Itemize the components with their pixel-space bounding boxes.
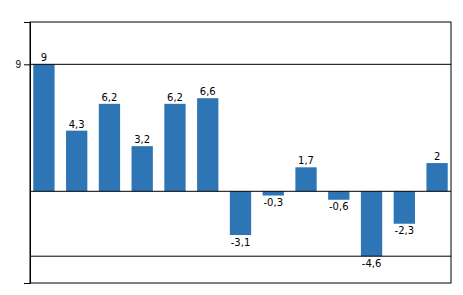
bar — [295, 167, 316, 191]
bar — [328, 191, 349, 199]
data-label: -0,6 — [329, 201, 349, 212]
bar — [426, 163, 447, 191]
data-label: -2,3 — [395, 225, 415, 236]
tick-mark — [24, 64, 30, 65]
bar — [361, 191, 382, 256]
data-label: -4,6 — [362, 258, 382, 269]
reference-line — [30, 64, 451, 65]
bar — [394, 191, 415, 223]
bar — [66, 131, 87, 192]
data-label: 3,2 — [134, 134, 150, 145]
bar — [263, 191, 284, 195]
data-label: -3,1 — [231, 237, 251, 248]
bar — [99, 104, 120, 191]
chart: 9 9 4,3 6,2 3,2 6,2 6,6 -3,1 -0,3 1,7 -0,6 -4,6 -2,3… — [0, 0, 463, 295]
data-label: 2 — [434, 151, 440, 162]
data-label: 6,2 — [167, 92, 183, 103]
bar — [132, 146, 153, 191]
data-labels: 9 4,3 6,2 3,2 6,2 6,6 -3,1 -0,3 1,7 -0,6 -4,6 -2,3 2 — [41, 52, 441, 268]
data-label: 6,6 — [200, 86, 216, 97]
tick-label: 9 — [15, 59, 21, 70]
plot-area: 9 9 4,3 6,2 3,2 6,2 6,6 -3,1 -0,3 1,7 -0,6 -4,6 -2,3… — [15, 22, 451, 284]
bar — [164, 104, 185, 191]
reference-line — [30, 191, 451, 192]
data-label: 4,3 — [69, 119, 85, 130]
frame — [30, 22, 451, 283]
marks — [30, 64, 451, 256]
data-label: 6,2 — [101, 92, 117, 103]
bar — [33, 64, 54, 191]
data-label: 1,7 — [298, 155, 314, 166]
bar — [230, 191, 251, 235]
axis-line — [24, 23, 31, 284]
y-axis: 9 — [15, 23, 30, 284]
data-label: 9 — [41, 52, 47, 63]
reference-line — [30, 256, 451, 257]
bar — [197, 98, 218, 191]
data-label: -0,3 — [264, 197, 284, 208]
tick: 9 — [15, 59, 30, 70]
